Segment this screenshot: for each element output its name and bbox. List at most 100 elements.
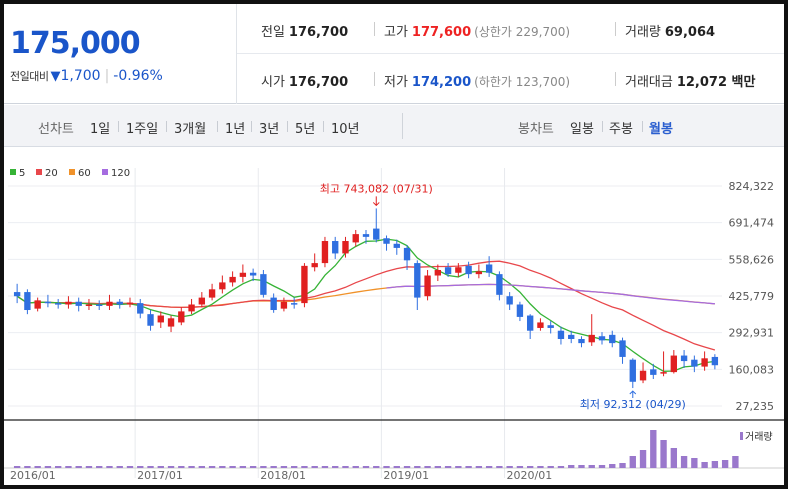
legend-swatch <box>36 169 42 175</box>
volume-bar <box>547 466 554 468</box>
candle-body <box>547 325 554 328</box>
candle <box>629 358 636 389</box>
candle-body <box>75 301 82 306</box>
candle-daily[interactable]: 일봉 <box>570 122 594 137</box>
period-1w[interactable]: 1주일 <box>126 122 159 137</box>
quote-row-1: 전일 176,700 고가 177,600 (상한가 229,700) 거래량 69,0… <box>237 4 784 54</box>
candle-body <box>639 370 647 381</box>
down-triangle-icon: ▼ <box>50 69 61 84</box>
candle-weekly[interactable]: 주봉 <box>609 122 633 137</box>
volume: 거래량 69,064 <box>625 25 716 40</box>
candle <box>691 355 698 373</box>
candle-body <box>670 355 678 373</box>
candle <box>414 260 421 311</box>
candle <box>444 263 452 277</box>
volume-bar <box>701 462 708 468</box>
candle-body <box>249 272 257 276</box>
candle-body <box>96 304 103 306</box>
candle-body <box>54 303 62 305</box>
candle-body <box>352 234 359 243</box>
y-tick-label: 27,235 <box>736 400 775 413</box>
volume-bar <box>362 466 370 468</box>
candle <box>496 271 503 301</box>
period-1d[interactable]: 1일 <box>90 122 111 137</box>
period-5y[interactable]: 5년 <box>295 122 316 137</box>
candle-body <box>465 265 472 275</box>
volume-bar <box>568 465 575 468</box>
candle <box>670 350 678 374</box>
candle <box>598 332 606 345</box>
candle-body <box>578 338 585 344</box>
candle-monthly[interactable]: 월봉 <box>649 122 673 137</box>
candle-body <box>239 272 247 277</box>
candle <box>280 297 288 312</box>
volume-bar <box>403 466 411 468</box>
candle-body <box>137 303 144 314</box>
candle <box>198 292 206 308</box>
volume-bar <box>393 466 400 468</box>
candle-body <box>188 304 195 312</box>
period-3y[interactable]: 3년 <box>259 122 280 137</box>
quote-divider <box>374 22 375 36</box>
x-tick-label: 2020/01 <box>507 469 553 482</box>
candle-body <box>198 297 206 305</box>
volume-bar <box>660 440 667 468</box>
period-10y[interactable]: 10년 <box>331 122 360 137</box>
volume-bar <box>137 466 144 468</box>
volume-bar <box>578 465 585 468</box>
volume-bar <box>342 466 349 468</box>
current-price: 175,000 <box>10 26 141 61</box>
x-tick-label: 2016/01 <box>10 469 56 482</box>
ma20-line <box>16 260 716 351</box>
volume-bar <box>270 466 277 468</box>
high-arrow-icon <box>372 196 380 207</box>
volume-bar <box>280 466 288 468</box>
candle <box>362 229 370 244</box>
candle <box>373 208 380 243</box>
candle <box>332 236 339 259</box>
candle <box>13 283 21 304</box>
volume-bar <box>13 466 21 468</box>
candle <box>65 296 72 309</box>
candle <box>208 283 216 301</box>
candle <box>178 307 185 326</box>
candle <box>639 362 647 384</box>
ma120-line <box>386 283 715 305</box>
volume-bar <box>526 466 534 468</box>
volume-bar <box>75 466 82 468</box>
volume-bar <box>680 456 688 468</box>
period-bar-divider <box>402 113 403 139</box>
candle-body <box>178 311 185 323</box>
candle-body <box>393 243 400 248</box>
volume-legend-label: 거래량 <box>745 431 773 443</box>
candle <box>24 289 31 315</box>
volume-bar <box>65 466 72 468</box>
legend-swatch <box>69 169 75 175</box>
candle-body <box>34 300 41 309</box>
candle <box>568 330 575 344</box>
candle-body <box>424 275 431 297</box>
candle-body <box>260 274 267 295</box>
period-3m[interactable]: 3개월 <box>174 122 207 137</box>
candle-body <box>290 303 298 305</box>
candle-body <box>24 292 31 311</box>
change-label: 전일대비 <box>10 70 49 83</box>
volume-bar <box>260 466 267 468</box>
legend-label: 60 <box>78 168 91 179</box>
candle <box>188 298 195 315</box>
candle <box>383 235 390 251</box>
period-sep <box>118 121 119 132</box>
candle <box>516 301 524 322</box>
prev-close: 전일 176,700 <box>261 25 349 40</box>
volume-bar <box>496 466 503 468</box>
period-1y[interactable]: 1년 <box>225 122 246 137</box>
chart-area: 5 20 60 120 824,322 691,474 558,626 425,779 292,… <box>4 148 784 485</box>
candle <box>660 351 667 377</box>
low-arrow-icon <box>629 390 637 399</box>
candle-body <box>270 297 277 311</box>
candle-body <box>557 330 565 339</box>
volume-bar <box>85 466 93 468</box>
candle <box>249 268 257 282</box>
volume-bar <box>229 466 236 468</box>
